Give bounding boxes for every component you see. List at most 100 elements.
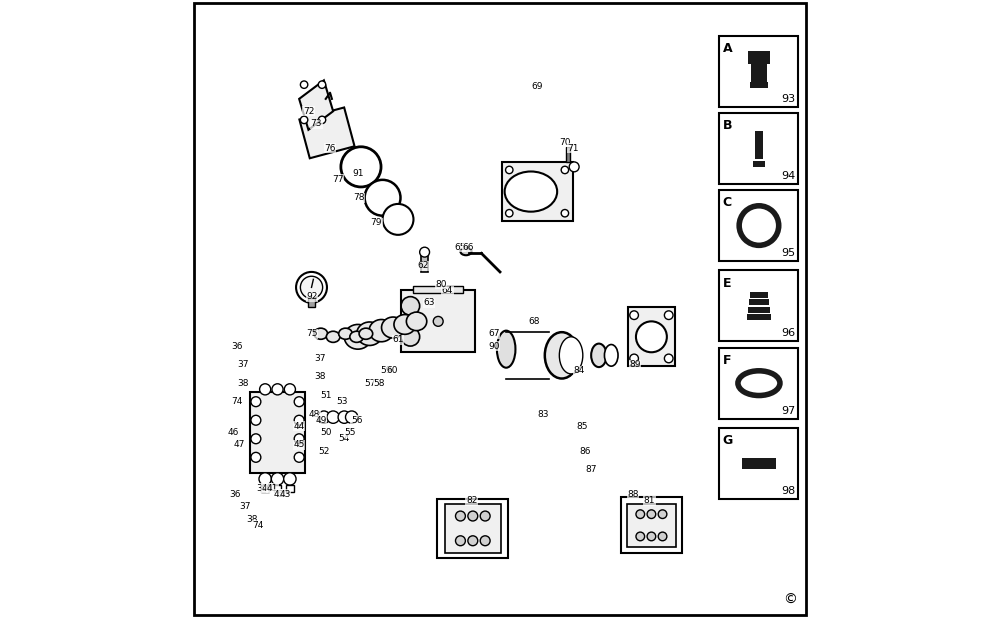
Text: 87: 87 [586, 465, 597, 474]
FancyBboxPatch shape [299, 108, 355, 158]
FancyBboxPatch shape [286, 485, 294, 492]
Text: 38: 38 [238, 379, 249, 387]
Text: 45: 45 [293, 441, 305, 449]
Text: E: E [722, 277, 731, 290]
Ellipse shape [604, 345, 618, 366]
FancyBboxPatch shape [261, 485, 269, 492]
Text: 68: 68 [528, 317, 540, 326]
FancyBboxPatch shape [308, 298, 315, 308]
Text: 81: 81 [644, 496, 655, 505]
Text: 93: 93 [781, 93, 795, 104]
Text: ©: © [783, 593, 797, 607]
Circle shape [294, 415, 304, 425]
Circle shape [251, 397, 261, 407]
Text: 83: 83 [538, 410, 549, 418]
Text: 72: 72 [303, 107, 314, 116]
Circle shape [401, 312, 420, 331]
Text: 70: 70 [559, 138, 571, 146]
Ellipse shape [344, 324, 371, 349]
Circle shape [300, 276, 323, 298]
Text: 65: 65 [454, 243, 466, 252]
Circle shape [739, 206, 779, 245]
Text: 90: 90 [488, 342, 500, 350]
Circle shape [415, 316, 425, 326]
Circle shape [260, 384, 271, 395]
Ellipse shape [341, 147, 381, 187]
Circle shape [251, 452, 261, 462]
FancyBboxPatch shape [628, 308, 675, 366]
FancyBboxPatch shape [502, 163, 573, 221]
FancyBboxPatch shape [749, 299, 769, 305]
Text: 85: 85 [576, 422, 588, 431]
Circle shape [647, 510, 656, 519]
Ellipse shape [394, 315, 416, 334]
Circle shape [300, 116, 308, 124]
Text: 58: 58 [374, 379, 385, 387]
Text: 41: 41 [267, 484, 278, 493]
Text: 37: 37 [240, 502, 251, 511]
Circle shape [284, 384, 295, 395]
Circle shape [647, 532, 656, 541]
Ellipse shape [460, 248, 472, 255]
Text: 43: 43 [279, 490, 291, 499]
Circle shape [251, 434, 261, 444]
Ellipse shape [738, 371, 780, 396]
Circle shape [327, 411, 339, 423]
Circle shape [664, 354, 673, 363]
Text: 59: 59 [380, 366, 391, 375]
FancyBboxPatch shape [445, 504, 501, 553]
Circle shape [338, 411, 350, 423]
Ellipse shape [497, 331, 515, 368]
Circle shape [569, 162, 579, 172]
Text: 38: 38 [246, 515, 257, 523]
Circle shape [271, 473, 284, 485]
Ellipse shape [382, 317, 405, 338]
FancyBboxPatch shape [719, 271, 798, 341]
Text: 75: 75 [306, 329, 318, 338]
Text: 60: 60 [386, 366, 398, 375]
Text: 36: 36 [230, 490, 241, 499]
Circle shape [251, 415, 261, 425]
Text: 62: 62 [417, 261, 428, 270]
Text: 86: 86 [580, 447, 591, 455]
Circle shape [433, 316, 443, 326]
Circle shape [294, 397, 304, 407]
FancyBboxPatch shape [748, 51, 770, 64]
Text: 46: 46 [227, 428, 239, 437]
Text: 63: 63 [423, 298, 435, 307]
Circle shape [630, 311, 638, 320]
Text: 51: 51 [320, 391, 331, 400]
Circle shape [396, 316, 406, 326]
Circle shape [456, 536, 465, 546]
Text: 94: 94 [781, 171, 795, 180]
Circle shape [272, 384, 283, 395]
Circle shape [630, 354, 638, 363]
Text: 61: 61 [392, 336, 404, 344]
Circle shape [468, 536, 478, 546]
Circle shape [506, 166, 513, 174]
Text: 89: 89 [629, 360, 640, 369]
Circle shape [636, 532, 645, 541]
Text: 96: 96 [781, 328, 795, 339]
Text: 91: 91 [352, 169, 364, 177]
Text: 74: 74 [232, 397, 243, 406]
Ellipse shape [559, 337, 583, 374]
Ellipse shape [369, 320, 394, 342]
Circle shape [318, 81, 326, 88]
Ellipse shape [359, 328, 373, 339]
Circle shape [664, 311, 673, 320]
Ellipse shape [357, 322, 383, 345]
Circle shape [318, 116, 326, 124]
FancyBboxPatch shape [755, 132, 763, 159]
Text: 37: 37 [314, 354, 325, 363]
Text: 50: 50 [320, 428, 331, 437]
Text: 53: 53 [337, 397, 348, 406]
FancyBboxPatch shape [719, 190, 798, 261]
Circle shape [468, 511, 478, 521]
Circle shape [401, 297, 420, 315]
Text: 79: 79 [371, 218, 382, 227]
Text: G: G [722, 434, 733, 447]
Text: 40: 40 [261, 484, 273, 493]
Text: 48: 48 [309, 410, 320, 418]
FancyBboxPatch shape [274, 485, 281, 492]
